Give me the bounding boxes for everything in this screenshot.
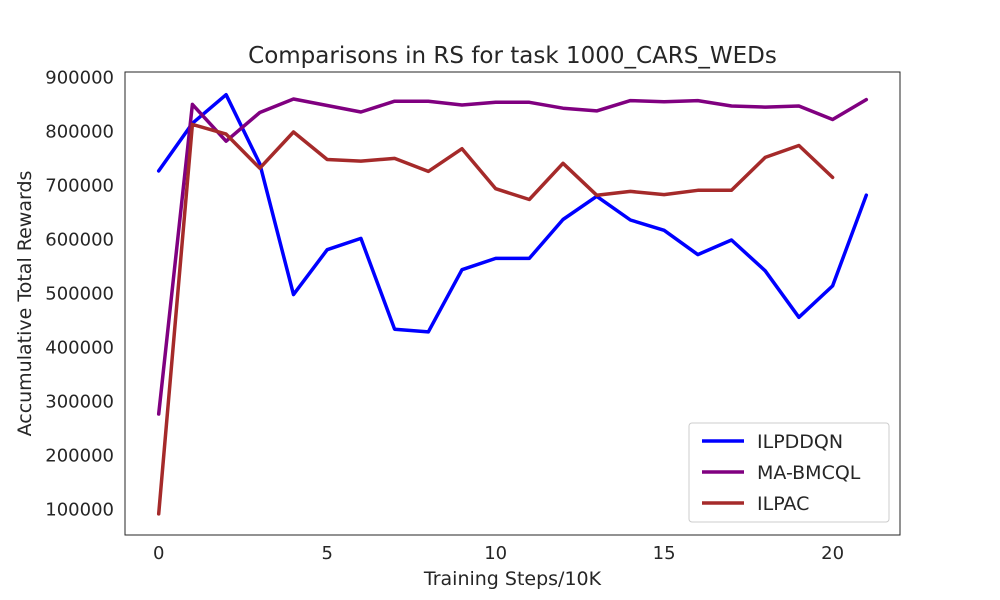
legend-label: MA-BMCQL	[757, 462, 861, 484]
y-axis-title: Accumulative Total Rewards	[14, 171, 36, 437]
x-tick-label: 5	[321, 543, 332, 564]
y-tick-label: 900000	[45, 67, 114, 88]
x-tick-label: 0	[153, 543, 164, 564]
y-axis-ticks: 100000 200000 300000 400000 500000 600000 7000…	[45, 67, 114, 520]
legend: ILPDDQN MA-BMCQL ILPAC	[688, 422, 890, 523]
series-line-ilpac	[156, 122, 835, 516]
series-lines	[156, 92, 869, 516]
series-line-ma-bmcql	[156, 97, 869, 416]
y-tick-label: 700000	[45, 175, 114, 196]
series-line-ilpddqn	[156, 92, 869, 334]
x-axis-title: Training Steps/10K	[423, 568, 602, 590]
x-tick-label: 10	[484, 543, 507, 564]
legend-label: ILPDDQN	[757, 431, 843, 453]
y-tick-label: 600000	[45, 229, 114, 250]
y-tick-label: 400000	[45, 338, 114, 359]
legend-label: ILPAC	[757, 493, 809, 515]
y-tick-label: 200000	[45, 446, 114, 467]
chart-title: Comparisons in RS for task 1000_CARS_WED…	[248, 43, 777, 69]
y-tick-label: 500000	[45, 284, 114, 305]
y-tick-label: 300000	[45, 392, 114, 413]
plot-area-frame	[124, 71, 901, 536]
x-tick-label: 20	[821, 543, 844, 564]
x-axis-ticks: 0 5 10 15 20	[153, 543, 844, 564]
x-tick-label: 15	[653, 543, 676, 564]
legend-box	[688, 422, 890, 523]
y-tick-label: 100000	[45, 500, 114, 521]
y-tick-label: 800000	[45, 121, 114, 142]
